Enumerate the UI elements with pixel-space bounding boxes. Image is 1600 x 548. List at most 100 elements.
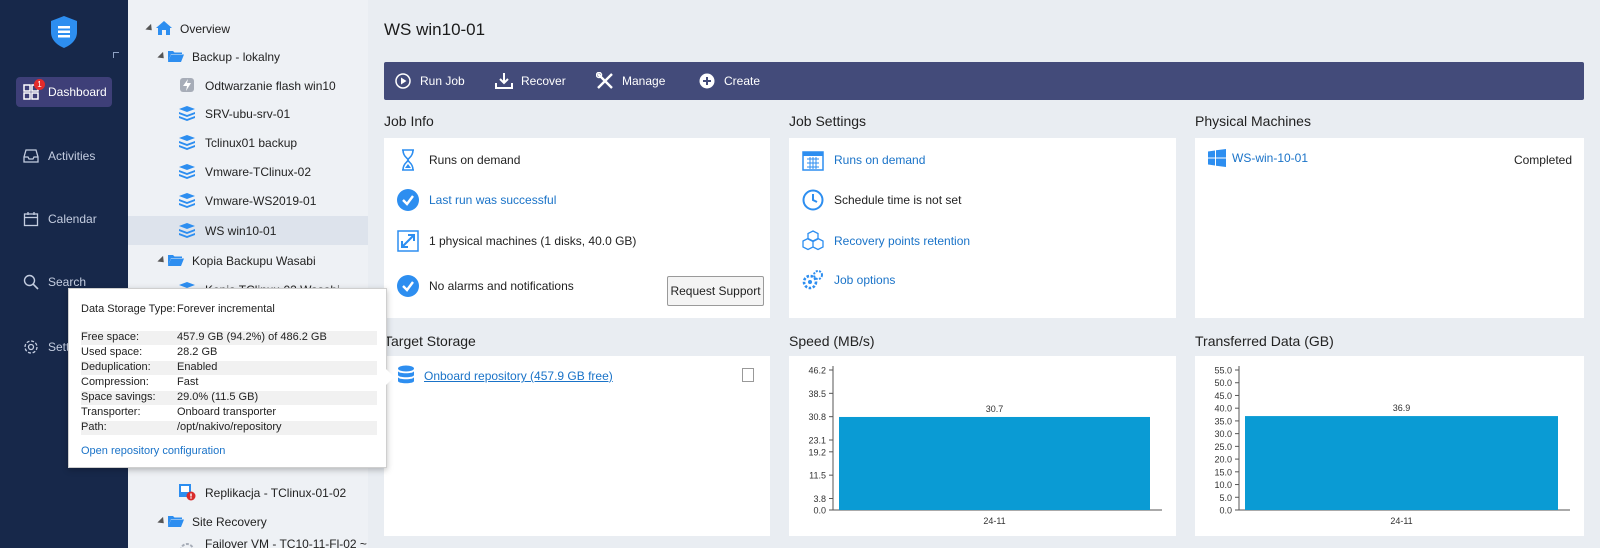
- create-button[interactable]: Create: [698, 62, 760, 100]
- failover-icon: [178, 541, 196, 548]
- search-icon: [22, 273, 40, 291]
- manage-button[interactable]: Manage: [596, 62, 665, 100]
- play-icon: [394, 72, 412, 90]
- tree-item-job[interactable]: SRV-ubu-srv-01: [128, 99, 368, 128]
- y-tick-label: 50.0: [1214, 378, 1232, 388]
- transferred-chart: 0.0 5.0 10.0 15.0 20.0 25.0 30.0 35.0 40.0 45.0 50…: [1214, 366, 1570, 526]
- gear-icon: [22, 338, 40, 356]
- tree-item-label: Overview: [180, 21, 231, 36]
- manage-label: Manage: [622, 74, 666, 88]
- tree-item-job[interactable]: Failover VM - TC10-11-Fl-02 ~ Fl: [128, 536, 368, 548]
- y-tick-label: 20.0: [1214, 455, 1232, 465]
- tree-item-folder[interactable]: Site Recovery: [128, 507, 368, 536]
- tree-item-label: WS win10-01: [205, 223, 277, 238]
- tree-item-label: Backup - lokalny: [192, 49, 281, 64]
- job-last-run-status[interactable]: Last run was successful: [396, 188, 556, 212]
- expand-arrows-icon: [396, 229, 420, 253]
- folder-open-icon: [167, 512, 185, 530]
- backup-job-icon: [178, 104, 196, 122]
- job-info-title: Job Info: [384, 113, 434, 129]
- nav-calendar[interactable]: Calendar: [16, 204, 112, 234]
- expand-icon[interactable]: [145, 23, 155, 34]
- machine-status: Completed: [1513, 153, 1572, 167]
- tree-item-job-selected[interactable]: WS win10-01: [128, 216, 368, 245]
- tree-item-label: Odtwarzanie flash win10: [205, 78, 336, 93]
- home-icon: [155, 19, 173, 37]
- bar: [1245, 416, 1558, 510]
- expand-icon[interactable]: [157, 51, 167, 62]
- schedule-mode-link[interactable]: Runs on demand: [801, 148, 925, 172]
- backup-job-icon: [178, 191, 196, 209]
- speed-chart-title: Speed (MB/s): [789, 333, 875, 349]
- job-options-link[interactable]: Job options: [801, 268, 895, 292]
- flash-recovery-icon: [178, 76, 196, 94]
- transferred-chart-title: Transferred Data (GB): [1195, 333, 1334, 349]
- request-support-button[interactable]: Request Support: [667, 276, 764, 306]
- collapse-handle-icon[interactable]: [113, 52, 119, 58]
- windows-icon: [1207, 148, 1227, 168]
- y-tick-label: 15.0: [1214, 467, 1232, 477]
- open-repository-config-link[interactable]: Open repository configuration: [81, 445, 226, 457]
- tree-item-label: Failover VM - TC10-11-Fl-02 ~ Fl: [205, 536, 367, 548]
- y-tick-label: 30.8: [808, 412, 826, 422]
- nav-activities-label: Activities: [48, 149, 96, 163]
- y-tick-label: 45.0: [1214, 391, 1232, 401]
- popup-row: Transporter: Onboard transporter: [81, 406, 277, 418]
- tree-item-label: Replikacja - TClinux-01-02: [205, 485, 347, 500]
- tree-item-label: Vmware-WS2019-01: [205, 193, 317, 208]
- tree-item-job[interactable]: Tclinux01 backup: [128, 128, 368, 157]
- tree-item-folder[interactable]: Kopia Backupu Wasabi: [128, 246, 368, 275]
- machine-item[interactable]: WS-win-10-01: [1207, 148, 1308, 168]
- main-content: WS win10-01 Run Job Recover Manage Creat…: [368, 0, 1600, 548]
- y-tick-label: 38.5: [808, 389, 826, 399]
- calendar-icon: [801, 148, 825, 172]
- retention-link[interactable]: Recovery points retention: [801, 229, 970, 253]
- nav-dashboard[interactable]: 1 Dashboard: [16, 77, 112, 107]
- popup-row: Compression: Fast: [81, 376, 199, 388]
- tree-item-folder[interactable]: Backup - lokalny: [128, 42, 368, 71]
- expand-icon[interactable]: [157, 516, 167, 527]
- nav-search-label: Search: [48, 275, 87, 289]
- physical-machines-card: WS-win-10-01 Completed: [1195, 138, 1584, 318]
- app-logo-icon[interactable]: [48, 14, 80, 50]
- expand-icon[interactable]: [157, 255, 167, 266]
- tree-item-job[interactable]: Vmware-TClinux-02: [128, 157, 368, 186]
- y-tick-label: 5.0: [1219, 493, 1232, 503]
- check-circle-icon: [396, 274, 420, 298]
- target-storage-card: Onboard repository (457.9 GB free): [384, 356, 770, 536]
- nav-search[interactable]: Search: [16, 267, 112, 297]
- y-tick-label: 30.0: [1214, 429, 1232, 439]
- run-job-button[interactable]: Run Job: [394, 62, 465, 100]
- repository-item[interactable]: Onboard repository (457.9 GB free): [394, 364, 613, 388]
- tree-item-overview[interactable]: Overview: [128, 14, 368, 43]
- y-tick-label: 3.8: [813, 494, 826, 504]
- popup-row: Path: /opt/nakivo/repository: [81, 421, 377, 435]
- tree-item-job[interactable]: Vmware-WS2019-01: [128, 186, 368, 215]
- repository-info-popup: Data Storage Type: Forever incremental F…: [68, 288, 394, 468]
- y-tick-label: 46.2: [808, 366, 826, 376]
- job-toolbar: Run Job Recover Manage Create: [384, 62, 1584, 100]
- bar-value-label: 36.9: [1393, 403, 1411, 413]
- y-tick-label: 40.0: [1214, 404, 1232, 414]
- job-alarms: No alarms and notifications: [396, 274, 574, 298]
- recover-button[interactable]: Recover: [495, 62, 566, 100]
- popup-pointer: [386, 369, 394, 385]
- backup-job-icon: [178, 221, 196, 239]
- schedule-time: Schedule time is not set: [801, 188, 961, 212]
- popup-row: Deduplication: Enabled: [81, 361, 377, 375]
- tree-item-job[interactable]: Odtwarzanie flash win10: [128, 71, 368, 100]
- repository-checkbox[interactable]: [742, 368, 754, 382]
- check-circle-icon: [396, 188, 420, 212]
- backup-job-icon: [178, 133, 196, 151]
- inbox-icon: [22, 147, 40, 165]
- tree-item-job[interactable]: Replikacja - TClinux-01-02: [128, 478, 368, 507]
- bar: [839, 416, 1150, 510]
- nav-activities[interactable]: Activities: [16, 141, 112, 171]
- calendar-icon: [22, 210, 40, 228]
- job-info-card: Runs on demand Last run was successful 1…: [384, 138, 770, 318]
- y-tick-label: 10.0: [1214, 480, 1232, 490]
- y-tick-label: 0.0: [813, 506, 826, 516]
- recover-label: Recover: [521, 74, 566, 88]
- y-tick-label: 11.5: [809, 471, 826, 481]
- tree-item-label: Vmware-TClinux-02: [205, 164, 312, 179]
